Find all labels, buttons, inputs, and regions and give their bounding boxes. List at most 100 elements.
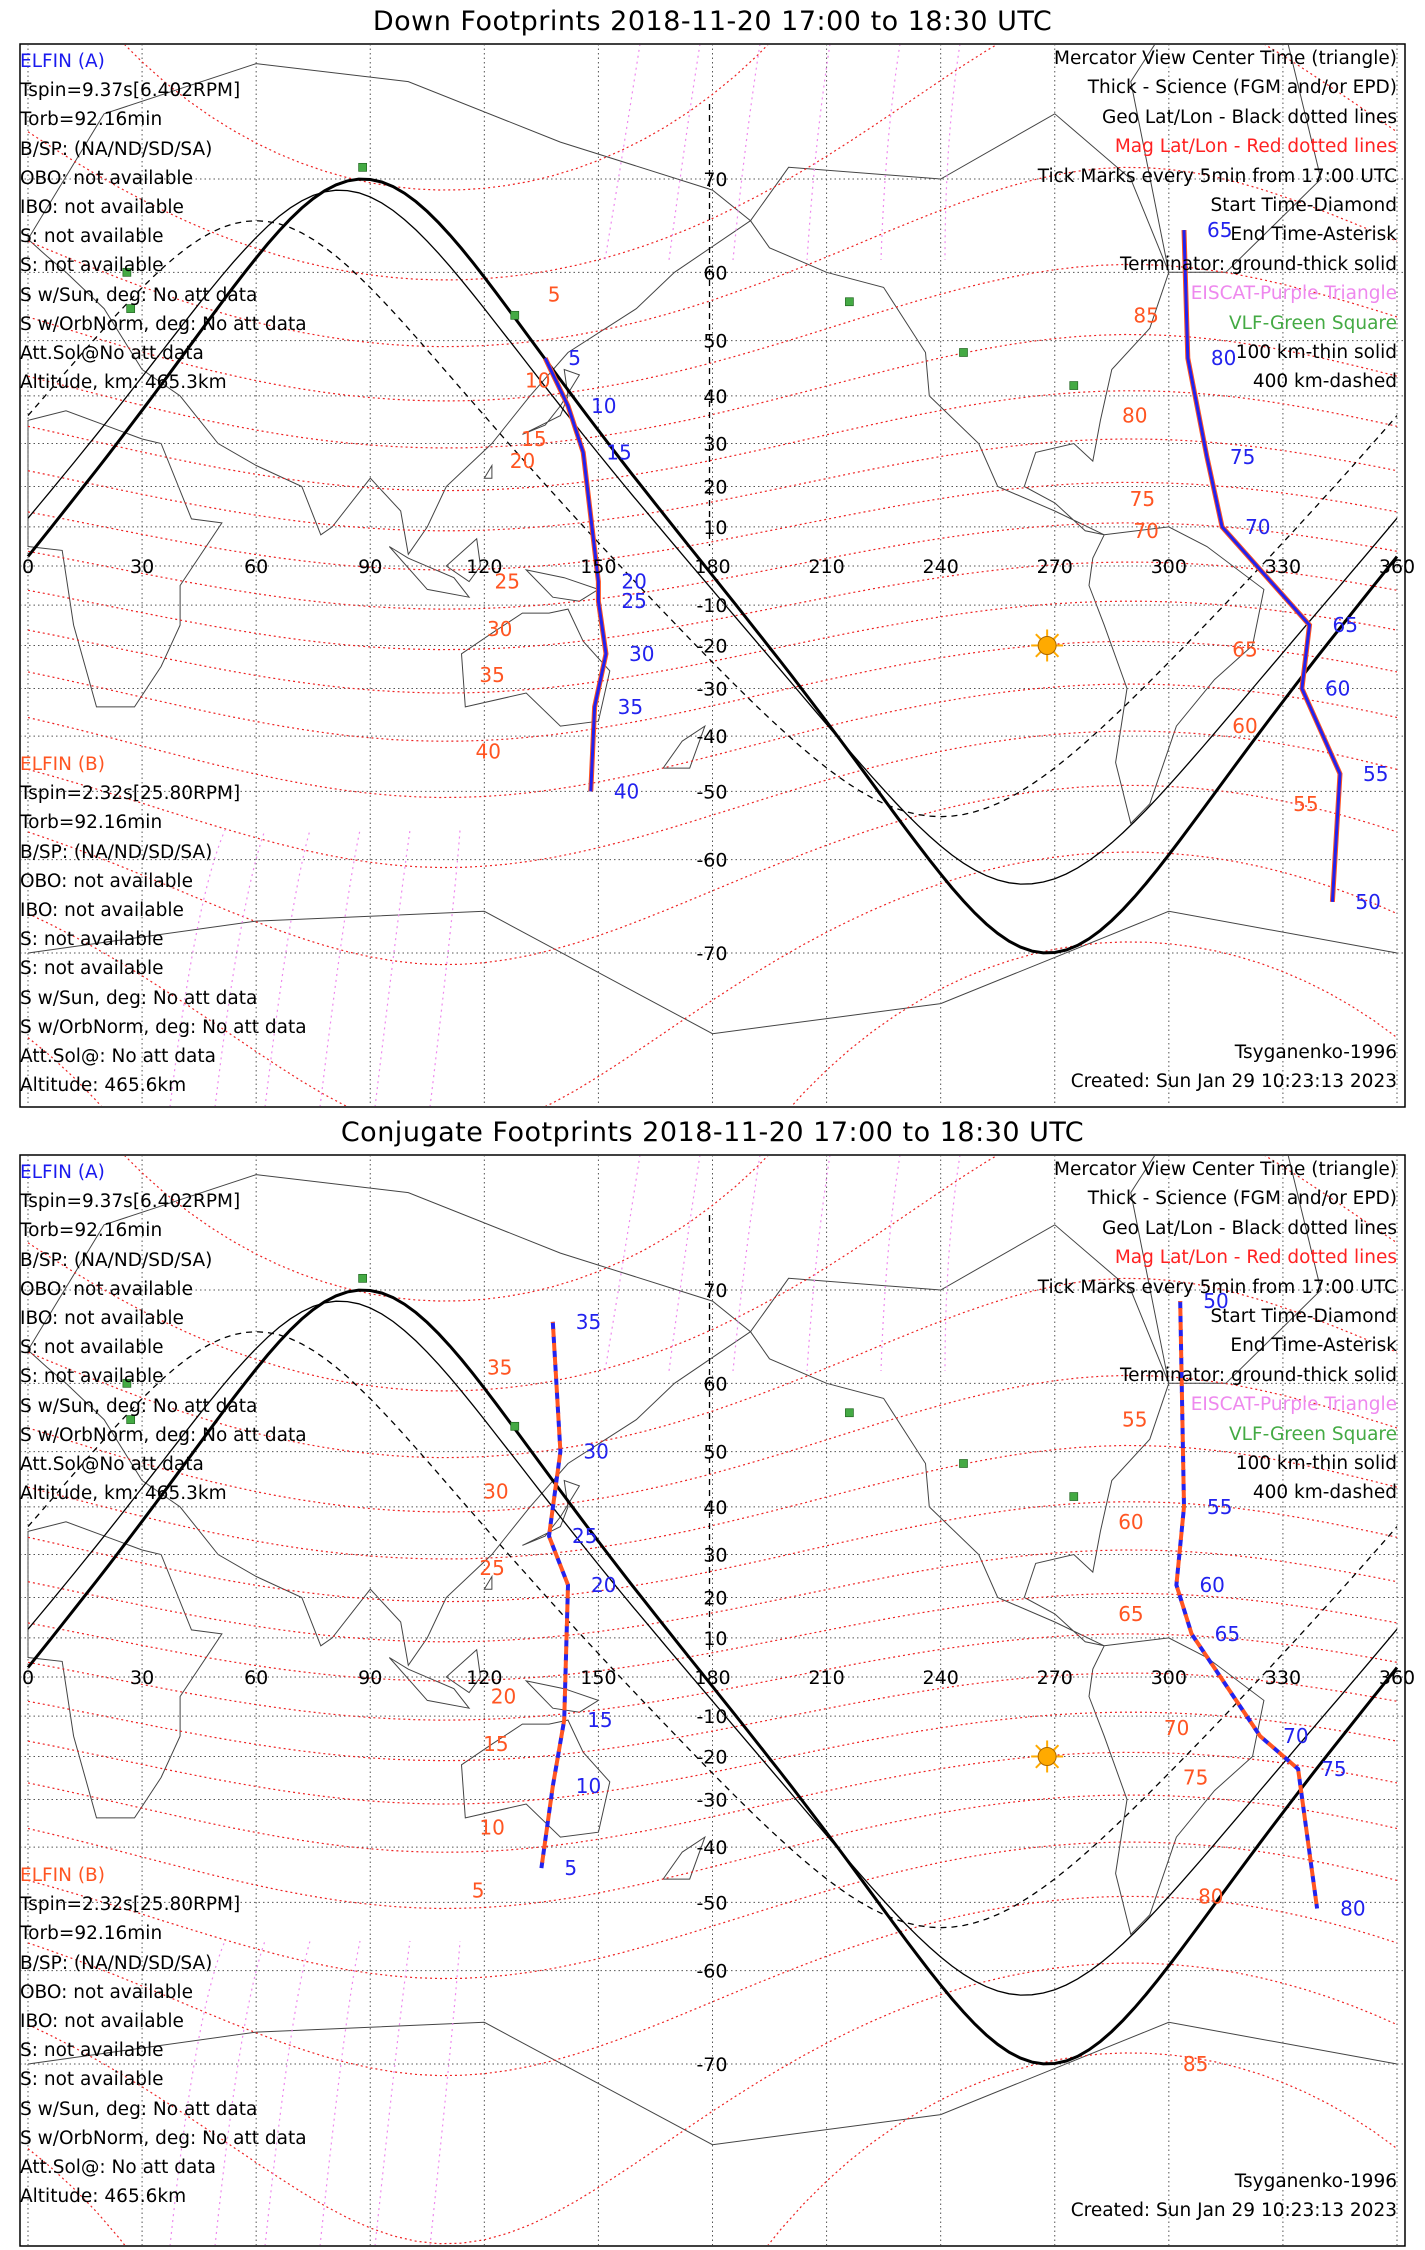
elfin-b-name: ELFIN (B) [20,1865,105,1886]
legend-item: Mercator View Center Time (triangle) [1054,48,1397,69]
island-outline [483,463,493,479]
mag-meridian [880,45,901,261]
legend-item: Terminator: ground-thick solid [1119,1364,1397,1386]
lon-tick-label: 210 [808,556,844,578]
elfin-b-tick-label: 75 [1183,1766,1208,1790]
mag-meridian [944,1156,961,1372]
landmass-outline [27,410,223,708]
elfin-a-tick-label: 60 [1325,676,1350,700]
elfin-b-info-line: Altitude: 465.6km [20,1075,187,1097]
elfin-b-tick-label: 60 [1118,1510,1143,1534]
elfin-a-info-line: Att.Sol@No att data [20,1453,204,1475]
elfin-b-track [539,1321,571,1869]
elfin-a-info-line: IBO: not available [20,196,184,218]
lat-tick-label: -10 [696,595,727,617]
elfin-b-tick-label: 30 [483,1479,508,1503]
lat-tick-label: -10 [696,1706,727,1728]
terminator-400km [27,1331,1398,1929]
legend-item: EISCAT-Purple Triangle [1190,283,1397,305]
elfin-b-tick-label: 65 [1118,1602,1143,1626]
elfin-a-info-line: S: not available [20,255,164,277]
elfin-a-info-line: S w/Sun, deg: No att data [20,1395,258,1417]
elfin-a-info-line: Tspin=9.37s[6.402RPM] [20,1191,241,1213]
elfin-b-tick-label: 55 [1293,792,1318,816]
mag-meridian [429,1940,461,2245]
elfin-b-info-line: B/SP: (NA/ND/SD/SA) [20,1952,213,1974]
legend-item: EISCAT-Purple Triangle [1190,1394,1397,1416]
landmass-outline [1088,526,1265,825]
island-outline [524,1680,600,1713]
elfin-a-tick-label: 35 [576,1310,601,1334]
mag-latitude-line [27,481,1398,571]
vlf-green-square [358,1273,367,1283]
legend-item: Geo Lat/Lon - Black dotted lines [1101,106,1397,128]
elfin-a-info-line: S: not available [20,226,164,248]
lat-tick-label: 40 [703,386,727,408]
legend-item: Mercator View Center Time (triangle) [1054,1159,1397,1180]
lat-tick-labels: 70 60 50 40 30 20 10 -10 -20 -30 -40 -50 -60 -70 [696,169,727,965]
legend-item: VLF-Green Square [1229,1423,1397,1445]
elfin-b-tick-label: 25 [479,1556,504,1580]
legend-item: Mag Lat/Lon - Red dotted lines [1114,136,1397,158]
mag-latitude-line [27,166,1398,348]
elfin-b-info-line: Att.Sol@: No att data [20,1045,216,1067]
elfin-a-tick-label: 40 [614,779,639,803]
sun-icon [1031,629,1064,662]
elfin-a-tick-label: 15 [606,440,631,464]
map-layers: 5101520253035405101520253035406570758065… [21,45,1404,1106]
elfin-b-tick-label: 55 [1122,1408,1147,1432]
elfin-a-tick-label: 70 [1283,1724,1308,1748]
mag-meridian [806,1156,831,1372]
elfin-a-tick-label: 20 [621,570,646,594]
vlf-green-square [122,267,132,277]
map-legend: Mercator View Center Time (triangle) Thic… [1038,44,1397,397]
elfin-a-tick-label: 10 [591,394,616,418]
elfin-b-info-line: Tspin=2.32s[25.80RPM] [20,1894,241,1916]
lon-tick-label: 60 [244,556,268,578]
lon-tick-label: 240 [923,556,959,578]
vlf-green-square [510,310,520,320]
lon-tick-label: 300 [1151,1667,1187,1689]
atlantic-track: 65 70 75 80 65 60 55 50 85 80 75 70 65 60 55 [1122,218,1388,914]
elfin-b-info-line: Torb=92.16min [20,1923,163,1945]
mag-meridian [668,1156,701,1372]
lon-tick-label: 0 [22,556,34,578]
mag-latitude-line [27,1841,1398,1980]
lat-tick-label: 20 [703,1588,727,1610]
elfin-a-tick-label: 75 [1230,445,1255,469]
elfin-a-info-line: S w/OrbNorm, deg: No att data [20,1424,307,1446]
elfin-b-info-line: S: not available [20,929,164,951]
mag-latitude-line [27,1277,1398,1459]
elfin-a-tick-label: 25 [572,1524,597,1548]
mag-latitude-line [124,45,769,191]
model-label: Tsyganenko-1996 [1234,2171,1397,2192]
legend-item: Thick - Science (FGM and/or EPD) [1087,1188,1397,1210]
lon-tick-label: 180 [694,556,730,578]
landmass-outline [460,608,611,727]
pacific-track: 35 30 25 20 15 10 5 35 30 25 20 15 10 5 [472,1310,617,1903]
elfin-a-info-line: S w/Sun, deg: No att data [20,284,258,306]
mag-grid [27,45,1398,1106]
lat-tick-label: -40 [696,726,727,748]
terminator-400km [27,220,1398,818]
elfin-b-tick-label: 10 [479,1815,504,1839]
elfin-b-tick-label: 70 [1164,1716,1189,1740]
mag-meridian [264,829,311,1106]
elfin-b-info-line: OBO: not available [20,1981,193,2003]
lat-tick-label: -50 [696,781,727,803]
elfin-a-info-line: OBO: not available [20,167,193,189]
elfin-b-info-line: S: not available [20,2069,164,2091]
elfin-b-tick-label: 85 [1183,2052,1208,2076]
elfin-a-tick-label: 50 [1355,890,1380,914]
vlf-green-square [126,304,136,313]
landmass-outline [27,1174,752,1667]
elfin-a-info-line: Altitude, km: 465.3km [20,372,227,394]
lat-tick-label: 40 [703,1497,727,1519]
elfin-b-info-line: S w/Sun, deg: No att data [20,2098,258,2120]
lon-tick-labels: 0 30 60 90 120 150 180 210 240 270 300 330 360 [22,556,1415,578]
lat-tick-label: 20 [703,477,727,499]
elfin-a-name: ELFIN (A) [20,1162,105,1183]
elfin-b-tick-label: 65 [1232,638,1257,662]
map-legend: Mercator View Center Time (triangle) Thic… [1038,1155,1397,1508]
